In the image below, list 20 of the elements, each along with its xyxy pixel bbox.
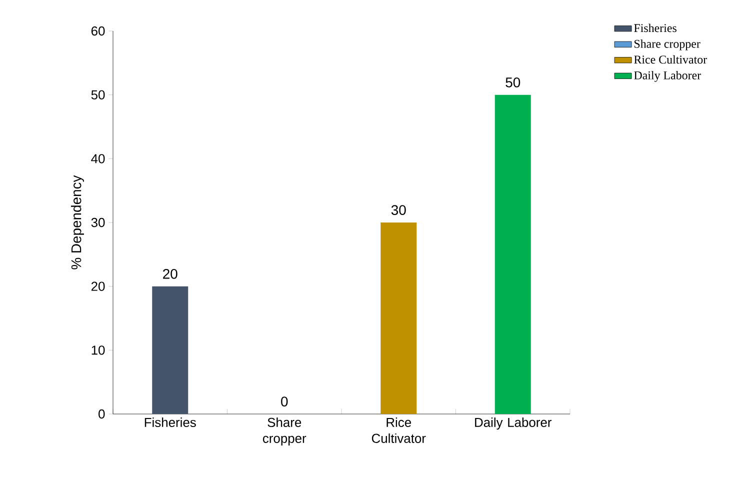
y-tick-label: 40	[91, 154, 105, 164]
legend-label: Share cropper	[634, 39, 700, 50]
legend-label: Daily Laborer	[634, 70, 701, 82]
y-tick-label: 30	[91, 218, 105, 228]
y-tick-label: 20	[91, 282, 105, 291]
x-tick-label: Fisheries	[144, 418, 196, 428]
y-axis-title: % Dependency	[70, 175, 84, 270]
data-label: 20	[163, 268, 178, 279]
data-label: 0	[281, 396, 288, 406]
x-tick-label: Share cropper	[262, 418, 306, 446]
data-label: 30	[391, 205, 406, 215]
legend-label: Rice Cultivator	[634, 55, 707, 64]
y-tick-label: 50	[91, 90, 105, 100]
x-tick-label: Daily Laborer	[475, 418, 552, 430]
legend-label: Fisheries	[634, 24, 676, 32]
y-tick-label: 0	[98, 409, 105, 419]
x-tick-label: Rice Cultivator	[372, 418, 426, 443]
y-tick-label: 60	[91, 26, 105, 36]
y-tick-label: 10	[92, 346, 105, 355]
data-label: 50	[506, 77, 520, 88]
